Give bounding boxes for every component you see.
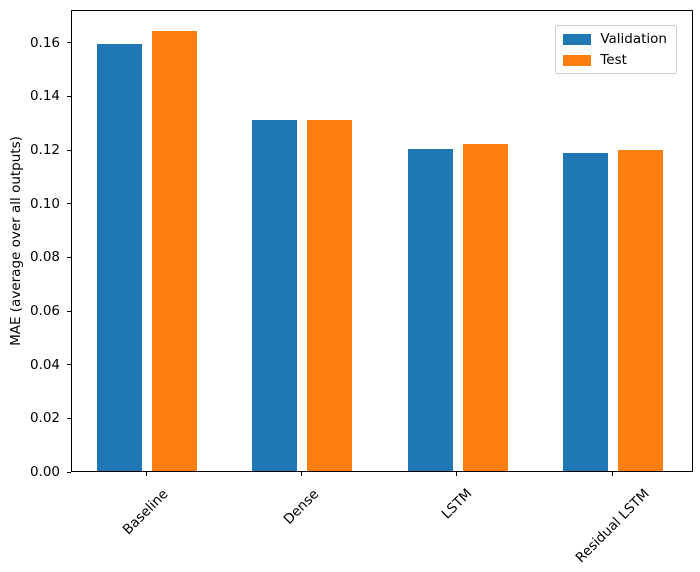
- y-tick-label: 0.14: [29, 88, 60, 105]
- y-tick-mark: [67, 471, 71, 473]
- y-tick-mark: [67, 95, 71, 97]
- legend: Validation Test: [555, 25, 677, 74]
- x-tick-label: Baseline: [120, 485, 172, 538]
- x-tick-label: LSTM: [438, 485, 476, 523]
- y-tick-label: 0.10: [29, 195, 60, 212]
- y-tick-label: 0.06: [29, 303, 60, 320]
- bar-test-dense: [307, 120, 353, 471]
- bar-test-lstm: [462, 143, 508, 471]
- x-tick-label: Dense: [280, 485, 323, 528]
- bar-test-baseline: [152, 31, 197, 471]
- legend-item-test: Test: [563, 52, 667, 68]
- y-tick-label: 0.08: [29, 249, 60, 266]
- y-tick-mark: [67, 149, 71, 151]
- x-tick-mark: [456, 472, 458, 476]
- bar-validation-dense: [252, 119, 298, 471]
- bar-validation-residual-lstm: [563, 152, 609, 471]
- y-tick-label: 0.04: [29, 356, 60, 373]
- x-tick-mark: [145, 472, 147, 476]
- y-tick-mark: [67, 203, 71, 205]
- y-tick-mark: [67, 256, 71, 258]
- y-tick-label: 0.00: [29, 464, 60, 480]
- y-tick-mark: [67, 417, 71, 419]
- bar-test-residual-lstm: [618, 150, 664, 471]
- y-tick-label: 0.02: [29, 410, 60, 427]
- y-tick-mark: [67, 310, 71, 312]
- y-tick-label: 0.12: [29, 142, 60, 159]
- plot-area: Validation Test: [71, 10, 693, 472]
- legend-label-test: Test: [600, 52, 627, 68]
- y-tick-label: 0.16: [29, 34, 60, 51]
- bar-validation-lstm: [407, 148, 453, 471]
- legend-item-validation: Validation: [563, 31, 667, 47]
- x-tick-mark: [300, 472, 302, 476]
- bar-validation-baseline: [97, 44, 142, 471]
- legend-swatch-test: [563, 54, 592, 66]
- x-tick-label: Residual LSTM: [572, 485, 653, 567]
- x-tick-mark: [611, 472, 613, 476]
- y-tick-mark: [67, 364, 71, 366]
- y-tick-mark: [67, 42, 71, 44]
- legend-swatch-validation: [563, 33, 592, 45]
- legend-label-validation: Validation: [600, 31, 667, 47]
